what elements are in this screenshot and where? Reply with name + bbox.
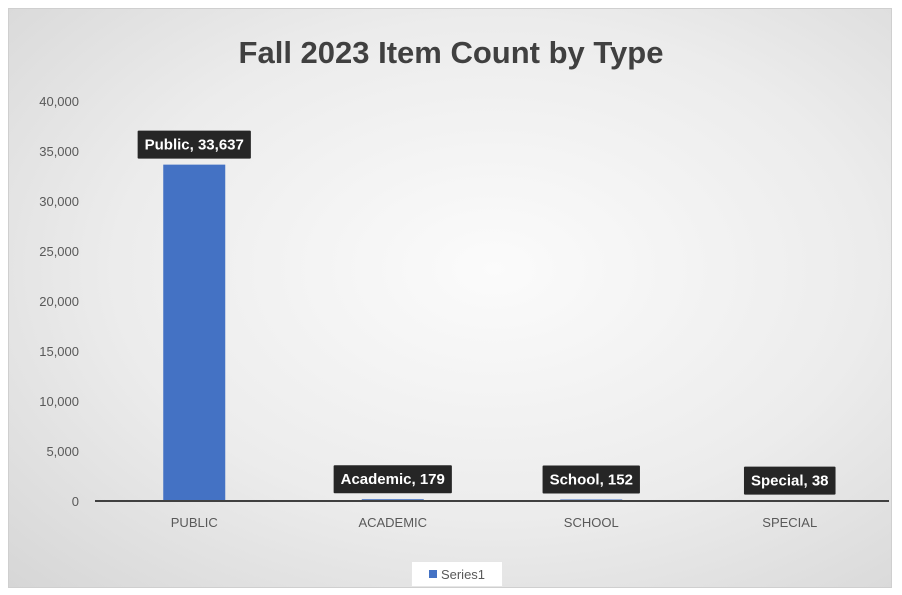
- y-tick-label: 10,000: [39, 394, 79, 409]
- y-tick-label: 5,000: [46, 444, 79, 459]
- legend: Series1: [411, 561, 503, 587]
- y-tick-label: 20,000: [39, 294, 79, 309]
- bar-chart: 0 5,000 10,000 15,000 20,000 25,000 30,000 35,0…: [39, 94, 889, 530]
- bars: [163, 164, 821, 502]
- data-labels: Public, 33,637 Academic, 179 School, 152 Sp…: [137, 130, 836, 495]
- svg-text:Special, 38: Special, 38: [751, 473, 829, 490]
- data-label: Academic, 179: [333, 465, 452, 494]
- y-tick-label: 25,000: [39, 244, 79, 259]
- y-tick-label: 35,000: [39, 144, 79, 159]
- svg-text:School, 152: School, 152: [550, 471, 633, 488]
- data-label: Public, 33,637: [137, 130, 251, 159]
- bar-public: [163, 164, 226, 501]
- x-tick-label: SCHOOL: [564, 515, 619, 530]
- y-tick-label: 0: [72, 494, 79, 509]
- legend-swatch: [428, 570, 437, 578]
- svg-text:Public, 33,637: Public, 33,637: [145, 137, 244, 154]
- legend-label: Series1: [440, 566, 486, 582]
- x-tick-label: ACADEMIC: [358, 515, 427, 530]
- chart-title: Fall 2023 Item Count by Type: [238, 35, 664, 70]
- svg-text:Academic, 179: Academic, 179: [341, 471, 445, 488]
- x-axis-labels: PUBLIC ACADEMIC SCHOOL SPECIAL: [171, 515, 817, 530]
- y-tick-label: 40,000: [39, 94, 79, 109]
- data-label: School, 152: [542, 465, 640, 494]
- x-tick-label: SPECIAL: [762, 515, 817, 530]
- y-axis-ticks: 0 5,000 10,000 15,000 20,000 25,000 30,000 35,0…: [39, 94, 79, 509]
- chart-area: Fall 2023 Item Count by Type 0 5,000 10,00…: [8, 8, 892, 588]
- x-tick-label: PUBLIC: [171, 515, 218, 530]
- data-label: Special, 38: [743, 466, 836, 495]
- y-tick-label: 30,000: [39, 194, 79, 209]
- y-tick-label: 15,000: [39, 344, 79, 359]
